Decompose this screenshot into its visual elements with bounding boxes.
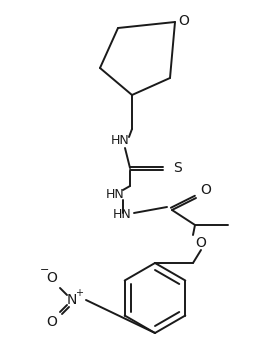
Text: +: + — [75, 288, 83, 298]
Text: O: O — [46, 315, 57, 329]
Text: O: O — [201, 183, 211, 197]
Text: S: S — [173, 161, 181, 175]
Text: HN: HN — [106, 188, 124, 201]
Text: −: − — [40, 265, 50, 275]
Text: O: O — [196, 236, 207, 250]
Text: HN: HN — [113, 208, 131, 221]
Text: O: O — [179, 14, 189, 28]
Text: N: N — [67, 293, 77, 307]
Text: O: O — [46, 271, 57, 285]
Text: HN: HN — [111, 133, 129, 146]
